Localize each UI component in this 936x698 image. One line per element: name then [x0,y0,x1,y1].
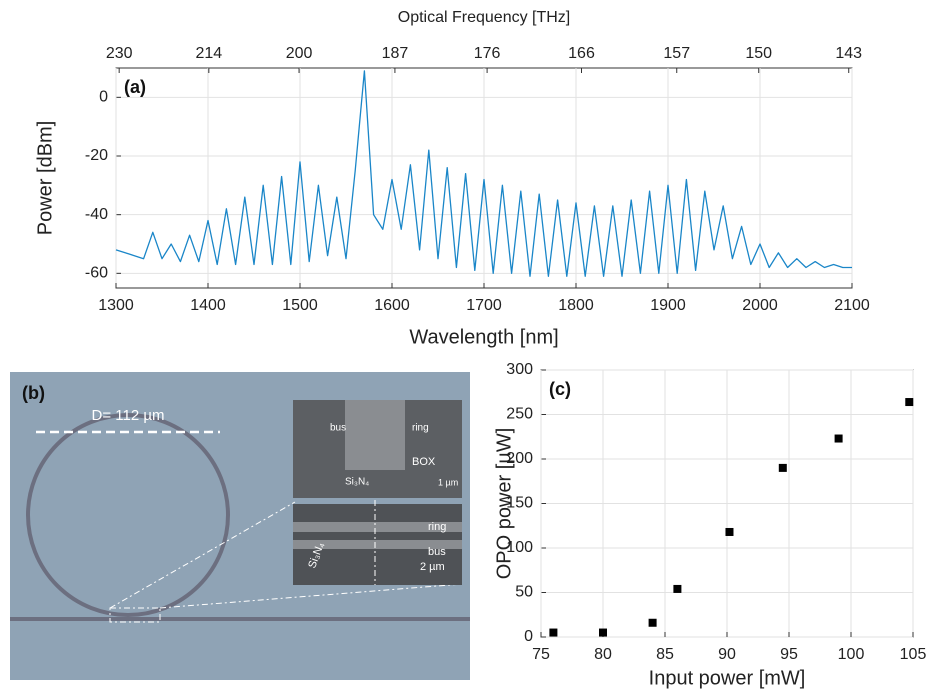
y-axis-title: OPO power [µW] [493,428,515,580]
x-tick-label: 2100 [834,297,870,314]
point [905,398,914,407]
x2-tick-label: 157 [663,45,690,62]
y-tick-label: 0 [524,628,533,645]
x2-tick-label: 214 [195,45,222,62]
sem-label: Si₃N₄ [345,477,369,488]
y-tick-label: 100 [506,539,533,556]
point [599,628,607,637]
x-tick-label: 1300 [98,297,134,314]
x-tick-label: 1400 [190,297,226,314]
y-tick-label: 0 [99,89,108,106]
sem-label: ring [428,521,446,533]
y-tick-label: 300 [506,361,533,378]
zoom-box [109,607,161,623]
y-tick-label: 150 [506,495,533,512]
x2-axis-title: Optical Frequency [THz] [398,9,571,26]
x2-tick-label: 187 [382,45,409,62]
sem-structure [345,400,405,470]
x2-tick-label: 176 [474,45,501,62]
sem-bus [293,540,462,549]
x-tick-label: 95 [780,646,798,663]
ring-resonator [26,413,230,617]
x2-tick-label: 230 [106,45,133,62]
x-tick-label: 1600 [374,297,410,314]
x-tick-label: 1700 [466,297,502,314]
point [834,434,843,443]
x-axis-title: Wavelength [nm] [409,326,558,348]
spectrum-line [115,70,852,277]
panel-label: (c) [549,379,571,399]
x-tick-label: 1800 [558,297,594,314]
scale-bar: 2 µm [420,561,445,573]
point [778,463,787,472]
sem-ring [293,522,462,532]
x-tick-label: 100 [838,646,865,663]
scale-bar: 1 µm [438,477,458,487]
sem-label: bus [428,546,446,558]
y-tick-label: -40 [85,206,108,223]
zoom-line [159,583,463,609]
panel-label: (b) [22,383,45,403]
y-tick-label: -60 [85,265,108,282]
x-tick-label: 80 [594,646,612,663]
y-axis-title: Power [dBm] [34,121,56,235]
sem-label: ring [412,423,429,434]
point [648,618,657,627]
y-tick-label: 50 [515,584,533,601]
x-tick-label: 1500 [282,297,318,314]
x-tick-label: 1900 [650,297,686,314]
x-tick-label: 85 [656,646,674,663]
y-tick-label: 200 [506,450,533,467]
x2-tick-label: 200 [286,45,313,62]
x-axis-title: Input power [mW] [649,667,806,689]
y-tick-label: -20 [85,147,108,164]
x2-tick-label: 150 [745,45,772,62]
point [673,584,682,593]
y-tick-label: 250 [506,406,533,423]
x-tick-label: 105 [900,646,927,663]
sem-label: BOX [412,456,436,468]
x-tick-label: 90 [718,646,736,663]
x-tick-label: 75 [532,646,550,663]
panel-label: (a) [124,77,146,97]
x-tick-label: 2000 [742,297,778,314]
zoom-line [109,501,296,609]
x2-tick-label: 143 [835,45,862,62]
panel-b: D= 112 µm bus ring BOX Si₃N₄ 1 µm ring b… [10,372,470,680]
sem-label: bus [330,423,346,434]
x2-tick-label: 166 [568,45,595,62]
point [725,527,734,536]
diameter-label: D= 112 µm [92,407,165,424]
point [549,628,558,637]
